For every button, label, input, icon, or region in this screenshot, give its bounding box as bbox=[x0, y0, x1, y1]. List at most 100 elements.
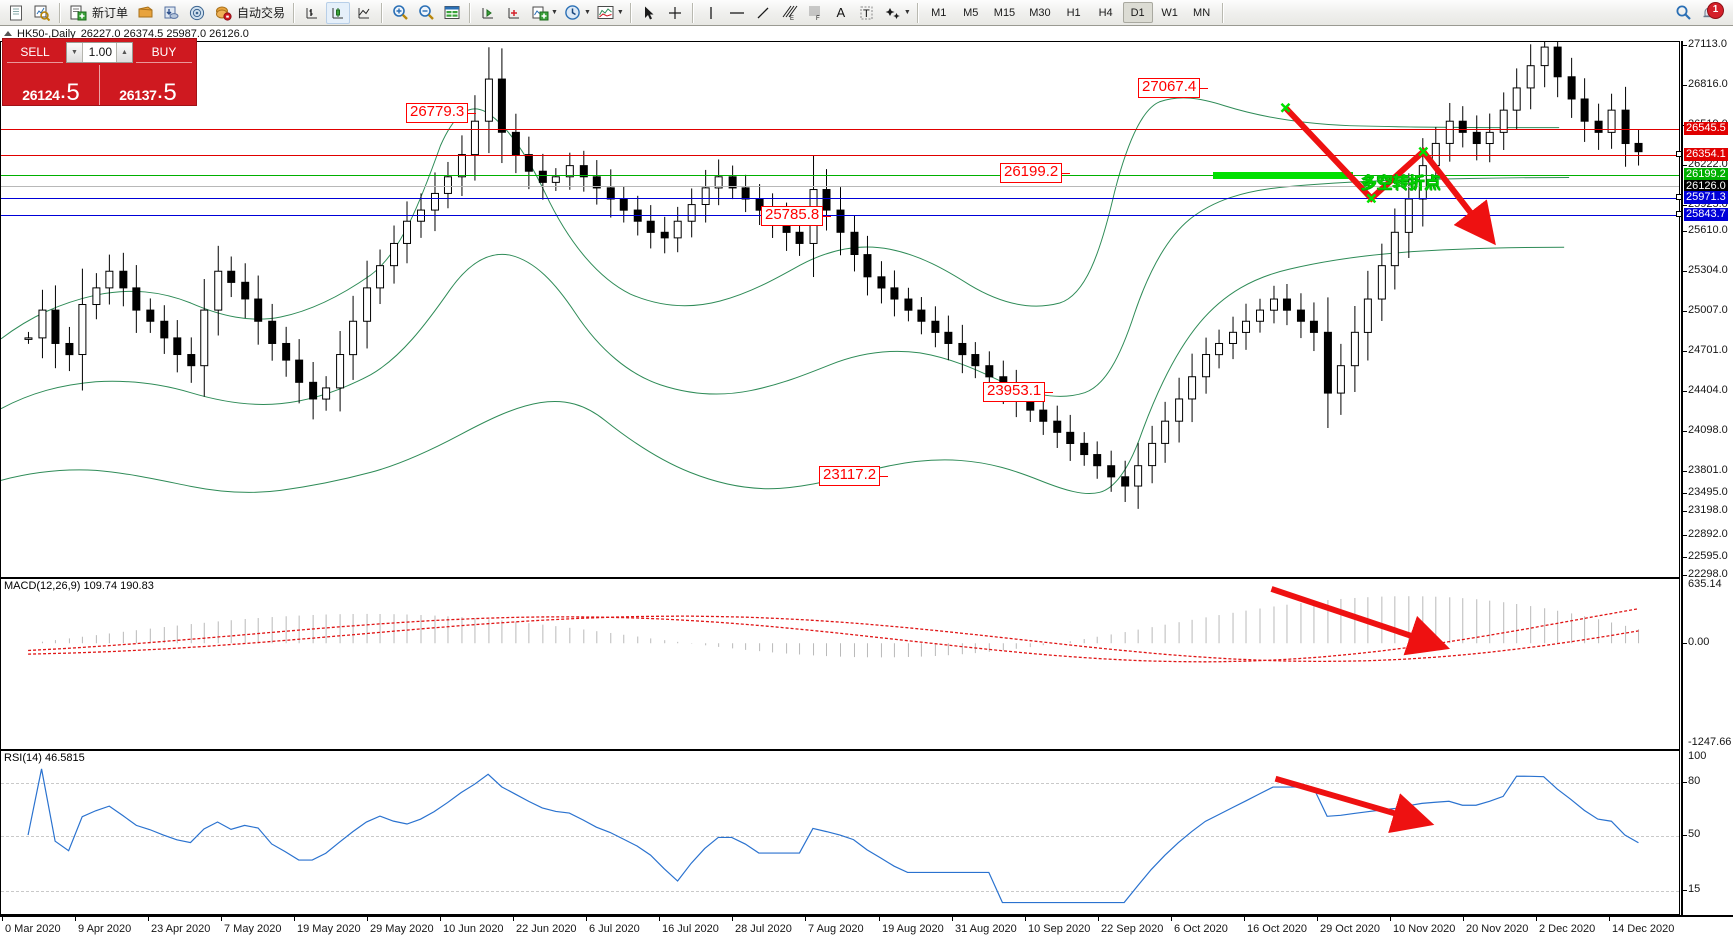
new-order-label[interactable]: 新订单 bbox=[92, 6, 129, 20]
timeframe-w1[interactable]: W1 bbox=[1161, 6, 1178, 19]
vline-icon[interactable] bbox=[699, 2, 723, 24]
hline-26354[interactable] bbox=[1, 155, 1679, 156]
autotrade-label[interactable]: 自动交易 bbox=[237, 6, 286, 20]
timeframe-m15[interactable]: M15 bbox=[993, 6, 1016, 19]
download-icon[interactable] bbox=[159, 2, 183, 24]
search-chart-icon[interactable] bbox=[30, 2, 54, 24]
price-label-25843[interactable]: 25843.7 bbox=[1676, 208, 1728, 221]
magnifier-icon[interactable] bbox=[1671, 2, 1695, 24]
hline-25971[interactable] bbox=[1, 198, 1679, 199]
trendline-icon[interactable] bbox=[751, 2, 775, 24]
hline-25843[interactable] bbox=[1, 215, 1679, 216]
hline-bid bbox=[1, 186, 1679, 187]
date-tick-label: 10 Nov 2020 bbox=[1393, 923, 1456, 935]
support-zone-rectangle[interactable] bbox=[1213, 172, 1353, 179]
annotation-26779[interactable]: 26779.3 bbox=[406, 103, 477, 123]
sell-button[interactable]: SELL bbox=[7, 42, 63, 63]
one-click-trading-panel[interactable]: SELL ▼ 1.00 ▲ BUY 26124 . 5 26137 . 5 bbox=[2, 38, 197, 106]
label-icon[interactable]: T bbox=[855, 2, 879, 24]
timeframe-d1[interactable]: D1 bbox=[1122, 2, 1153, 23]
rsi-panel[interactable]: RSI(14) 46.5815 bbox=[0, 750, 1680, 915]
period-icon[interactable] bbox=[561, 2, 585, 24]
timeframe-m5[interactable]: M5 bbox=[963, 6, 979, 19]
price-tick: 22595.0 bbox=[1688, 550, 1728, 562]
buy-price[interactable]: 26137 . 5 bbox=[99, 65, 196, 105]
volume-input[interactable]: 1.00 bbox=[88, 45, 112, 59]
price-label-26545[interactable]: 26545.5 bbox=[1684, 122, 1728, 135]
grid-icon[interactable] bbox=[440, 2, 464, 24]
timeframe-h1[interactable]: H1 bbox=[1066, 6, 1081, 19]
annotation-turning-point-text[interactable]: 多空转折点 bbox=[1361, 175, 1442, 192]
rsi-plot-area[interactable] bbox=[1, 751, 1679, 914]
date-axis[interactable]: 0 Mar 2020 9 Apr 2020 23 Apr 2020 7 May 202… bbox=[0, 915, 1733, 938]
chevron-down-icon[interactable]: ▼ bbox=[903, 9, 911, 16]
sell-price[interactable]: 26124 . 5 bbox=[3, 65, 99, 105]
price-label-26354[interactable]: 26354.1 bbox=[1676, 148, 1728, 161]
globe-icon[interactable] bbox=[185, 2, 209, 24]
timeframe-h4[interactable]: H4 bbox=[1098, 6, 1113, 19]
auto-scroll-icon[interactable] bbox=[502, 2, 526, 24]
macd-panel[interactable]: MACD(12,26,9) 109.74 190.83 bbox=[0, 578, 1680, 750]
zoom-out-icon[interactable] bbox=[414, 2, 438, 24]
date-tick-label: 14 Dec 2020 bbox=[1612, 923, 1675, 935]
hline-icon[interactable] bbox=[725, 2, 749, 24]
crosshair-icon[interactable] bbox=[663, 2, 687, 24]
fibo-channel-icon[interactable]: E bbox=[777, 2, 801, 24]
indicators-icon[interactable] bbox=[528, 2, 552, 24]
object-handle[interactable] bbox=[1676, 211, 1682, 217]
sell-price-fraction: 5 bbox=[66, 78, 80, 106]
timeframe-mn[interactable]: MN bbox=[1193, 6, 1211, 19]
wallet-icon[interactable] bbox=[133, 2, 157, 24]
shapes-icon[interactable] bbox=[881, 2, 905, 24]
chevron-down-icon[interactable]: ▼ bbox=[583, 9, 591, 16]
date-tick-label: 19 Aug 2020 bbox=[882, 923, 944, 935]
shift-chart-icon[interactable] bbox=[476, 2, 500, 24]
toolbar-right-group: 1 bbox=[1670, 1, 1730, 24]
chevron-down-icon[interactable]: ▼ bbox=[616, 9, 624, 16]
object-handle[interactable] bbox=[1676, 151, 1682, 157]
price-label-26199[interactable]: 26199.2 bbox=[1684, 168, 1728, 181]
buy-price-integer: 26137 bbox=[119, 87, 157, 103]
annotation-26199[interactable]: 26199.2 bbox=[1000, 163, 1071, 183]
hline-26199[interactable] bbox=[1, 175, 1679, 176]
volume-increase-icon[interactable]: ▲ bbox=[116, 42, 132, 62]
annotation-23117[interactable]: 23117.2 bbox=[819, 466, 889, 486]
macd-axis[interactable]: 635.14 0.00 -1247.66 bbox=[1681, 578, 1733, 750]
timeframe-m30[interactable]: M30 bbox=[1029, 6, 1051, 19]
hline-26545[interactable] bbox=[1, 129, 1679, 130]
price-plot-area[interactable]: 26779.3 27067.4 26199.2 25785.8 23953.1 … bbox=[1, 42, 1679, 577]
text-icon[interactable]: A bbox=[836, 5, 846, 20]
notification-icon[interactable]: 1 bbox=[1697, 1, 1724, 24]
macd-plot-area[interactable] bbox=[1, 579, 1679, 749]
zoom-in-icon[interactable] bbox=[388, 2, 412, 24]
price-axis[interactable]: 27113.0 26816.0 26519.0 26222.0 25925.0 … bbox=[1676, 38, 1733, 580]
date-tick-label: 16 Oct 2020 bbox=[1247, 923, 1307, 935]
autotrade-icon[interactable] bbox=[211, 2, 235, 24]
collapse-triangle-icon[interactable] bbox=[4, 31, 12, 36]
object-handle[interactable] bbox=[1676, 194, 1682, 200]
rsi-tick: 80 bbox=[1688, 775, 1701, 787]
new-order-icon[interactable] bbox=[66, 2, 90, 24]
fibo-retracement-icon[interactable]: F bbox=[803, 2, 827, 24]
volume-decrease-icon[interactable]: ▼ bbox=[67, 42, 83, 62]
chevron-down-icon[interactable]: ▼ bbox=[551, 9, 558, 16]
cursor-icon[interactable] bbox=[637, 2, 661, 24]
volume-stepper[interactable]: ▼ 1.00 ▲ bbox=[66, 41, 133, 63]
price-label-25971[interactable]: 25971.3 bbox=[1676, 191, 1728, 204]
rsi-label: RSI(14) 46.5815 bbox=[4, 752, 85, 764]
rsi-axis[interactable]: 100 80 50 15 bbox=[1681, 750, 1733, 915]
annotation-27067[interactable]: 27067.4 bbox=[1138, 78, 1209, 98]
price-label-bid: 26126.0 bbox=[1684, 180, 1728, 193]
templates-icon[interactable] bbox=[594, 2, 618, 24]
buy-button[interactable]: BUY bbox=[136, 42, 192, 63]
price-chart-panel[interactable]: 26779.3 27067.4 26199.2 25785.8 23953.1 … bbox=[0, 41, 1680, 578]
candlestick-chart-icon[interactable] bbox=[326, 1, 351, 24]
document-icon[interactable] bbox=[4, 2, 28, 24]
timeframe-m1[interactable]: M1 bbox=[931, 6, 947, 19]
date-tick-label: 6 Oct 2020 bbox=[1174, 923, 1228, 935]
line-chart-icon[interactable] bbox=[352, 2, 376, 24]
annotation-23953[interactable]: 23953.1 bbox=[983, 382, 1054, 402]
buy-price-fraction: 5 bbox=[163, 78, 177, 106]
bar-chart-icon[interactable] bbox=[300, 2, 324, 24]
annotation-25785[interactable]: 25785.8 bbox=[761, 206, 832, 226]
